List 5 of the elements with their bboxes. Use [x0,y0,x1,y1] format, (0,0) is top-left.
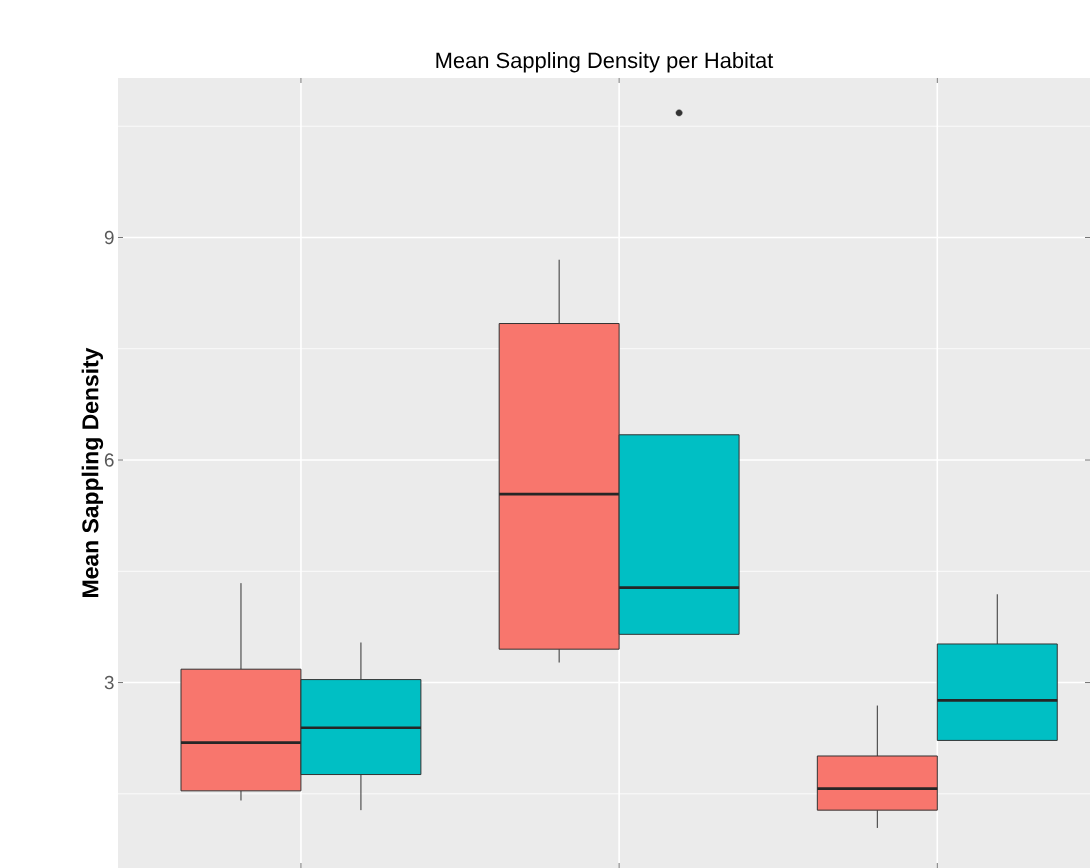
chart-title: Mean Sappling Density per Habitat [436,52,774,73]
y-axis-title: Mean Sappling Density [81,347,104,597]
y-tick-label: 9 [104,230,114,245]
y-tick-label: 6 [104,453,114,467]
y-tick-label: 3 [104,675,114,690]
